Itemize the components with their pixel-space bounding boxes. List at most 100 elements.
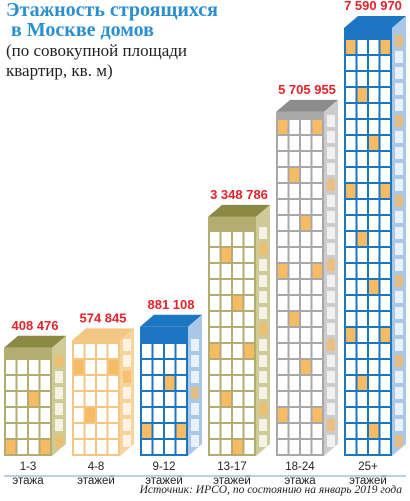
category-unit-label: этажа xyxy=(284,475,316,487)
window xyxy=(346,104,356,118)
window xyxy=(380,56,390,70)
bar-building-4-8 xyxy=(72,328,134,456)
side-window xyxy=(395,51,403,63)
window xyxy=(301,168,311,182)
window xyxy=(369,440,379,454)
window xyxy=(346,248,356,262)
window xyxy=(301,216,311,230)
window xyxy=(176,408,186,422)
window xyxy=(74,344,84,358)
side-window xyxy=(55,371,63,383)
side-window xyxy=(55,355,63,367)
window xyxy=(346,136,356,150)
window xyxy=(357,104,367,118)
window xyxy=(380,168,390,182)
window xyxy=(85,344,95,358)
side-window xyxy=(327,371,335,383)
side-window xyxy=(327,387,335,399)
window xyxy=(97,344,107,358)
side-window xyxy=(259,355,267,367)
side-window xyxy=(395,291,403,303)
window xyxy=(244,280,254,294)
window xyxy=(289,168,299,182)
side-window xyxy=(259,307,267,319)
source-note: Источник: ИРСО, по состоянию на январь 2… xyxy=(139,484,402,496)
window xyxy=(210,392,220,406)
window xyxy=(301,408,311,422)
window xyxy=(244,344,254,358)
window xyxy=(165,344,175,358)
window xyxy=(6,376,16,390)
window xyxy=(369,168,379,182)
side-window xyxy=(327,339,335,351)
window xyxy=(357,408,367,422)
window xyxy=(369,72,379,86)
window xyxy=(301,200,311,214)
window xyxy=(142,376,152,390)
bar-roof xyxy=(140,314,202,327)
window xyxy=(278,376,288,390)
window xyxy=(6,392,16,406)
window xyxy=(369,40,379,54)
window xyxy=(165,360,175,374)
bar-building-1-3 xyxy=(4,335,66,456)
window xyxy=(369,248,379,262)
side-window xyxy=(191,387,199,399)
window xyxy=(369,296,379,310)
window xyxy=(357,136,367,150)
side-window xyxy=(123,419,131,431)
window xyxy=(357,152,367,166)
window xyxy=(17,376,27,390)
side-window xyxy=(395,147,403,159)
window xyxy=(301,296,311,310)
side-window xyxy=(395,67,403,79)
window xyxy=(6,408,16,422)
value-label: 7 590 970 xyxy=(344,0,402,13)
bar-building-18-24 xyxy=(276,99,338,456)
window xyxy=(289,120,299,134)
side-window xyxy=(327,195,335,207)
window xyxy=(176,376,186,390)
side-window xyxy=(259,435,267,447)
window xyxy=(278,440,288,454)
window xyxy=(85,440,95,454)
window xyxy=(289,424,299,438)
window xyxy=(301,152,311,166)
window xyxy=(357,168,367,182)
window xyxy=(108,360,118,374)
window xyxy=(357,40,367,54)
window xyxy=(278,248,288,262)
window xyxy=(380,232,390,246)
window xyxy=(380,264,390,278)
window xyxy=(278,424,288,438)
window xyxy=(289,216,299,230)
window xyxy=(40,392,50,406)
side-window xyxy=(395,371,403,383)
window xyxy=(369,408,379,422)
window xyxy=(380,184,390,198)
window xyxy=(165,376,175,390)
side-window xyxy=(395,179,403,191)
window xyxy=(380,424,390,438)
window xyxy=(346,440,356,454)
window xyxy=(278,152,288,166)
window xyxy=(346,232,356,246)
window xyxy=(210,280,220,294)
side-window xyxy=(259,371,267,383)
window xyxy=(40,408,50,422)
window xyxy=(357,56,367,70)
window xyxy=(380,440,390,454)
window xyxy=(357,72,367,86)
window xyxy=(312,120,322,134)
category-label: 25+ xyxy=(358,461,378,473)
value-label: 3 348 786 xyxy=(210,187,268,202)
side-window xyxy=(327,291,335,303)
category-unit-label: этажей xyxy=(349,475,387,487)
side-window xyxy=(327,435,335,447)
window xyxy=(29,392,39,406)
window xyxy=(221,360,231,374)
window xyxy=(142,424,152,438)
window xyxy=(301,376,311,390)
window xyxy=(278,360,288,374)
window xyxy=(312,216,322,230)
